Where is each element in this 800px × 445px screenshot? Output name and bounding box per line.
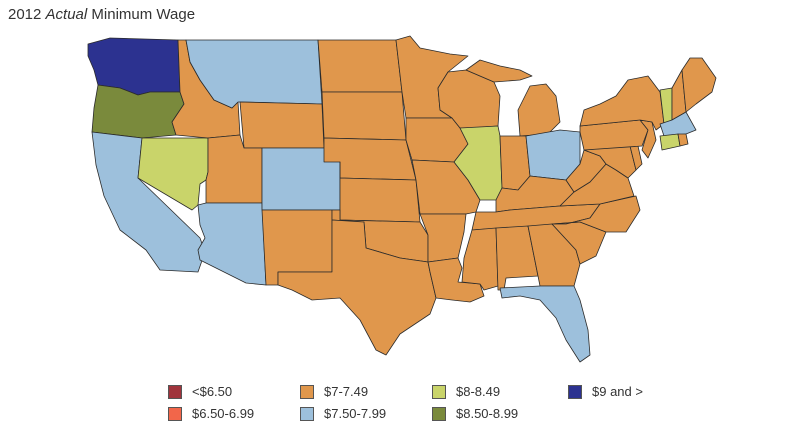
state-ND xyxy=(317,39,403,93)
state-RI xyxy=(677,133,689,147)
state-MS xyxy=(461,227,499,291)
legend-swatch xyxy=(432,406,446,421)
legend-item-r800: $8-8.49 xyxy=(432,384,500,399)
state-NC xyxy=(551,195,641,233)
state-CT xyxy=(659,133,681,151)
map-title: 2012 Actual Minimum Wage xyxy=(8,6,196,23)
state-LA xyxy=(427,257,485,303)
state-MT xyxy=(185,39,323,109)
legend-swatch xyxy=(300,384,314,399)
legend-swatch xyxy=(300,406,314,421)
legend-item-r700: $7-7.49 xyxy=(300,384,368,399)
state-SD xyxy=(321,91,407,141)
legend-label: $8.50-8.99 xyxy=(456,406,519,421)
legend-swatch xyxy=(432,384,446,399)
legend-label: $7-7.49 xyxy=(324,384,369,399)
legend-swatch xyxy=(168,384,182,399)
state-WY xyxy=(239,101,325,149)
state-MI xyxy=(465,59,561,137)
state-NY xyxy=(579,75,665,131)
legend-item-r850: $8.50-8.99 xyxy=(432,406,518,421)
state-IL xyxy=(453,125,503,201)
state-ME xyxy=(681,57,717,113)
state-TX xyxy=(277,219,437,356)
legend-label: $8-8.49 xyxy=(456,384,501,399)
legend-item-lt650: <$6.50 xyxy=(168,384,232,399)
legend: <$6.50 $6.50-6.99 $7-7.49 $7.50-7.99 $8-8.49… xyxy=(168,384,728,436)
legend-label: <$6.50 xyxy=(192,384,233,399)
legend-label: $9 and > xyxy=(592,384,643,399)
legend-label: $6.50-6.99 xyxy=(192,406,255,421)
legend-label: $7.50-7.99 xyxy=(324,406,387,421)
legend-swatch xyxy=(168,406,182,421)
legend-item-r650: $6.50-6.99 xyxy=(168,406,254,421)
legend-item-r900: $9 and > xyxy=(568,384,643,399)
state-OH xyxy=(525,129,581,181)
state-FL xyxy=(499,285,591,363)
legend-swatch xyxy=(568,384,582,399)
legend-item-r750: $7.50-7.99 xyxy=(300,406,386,421)
state-AZ xyxy=(197,202,267,286)
